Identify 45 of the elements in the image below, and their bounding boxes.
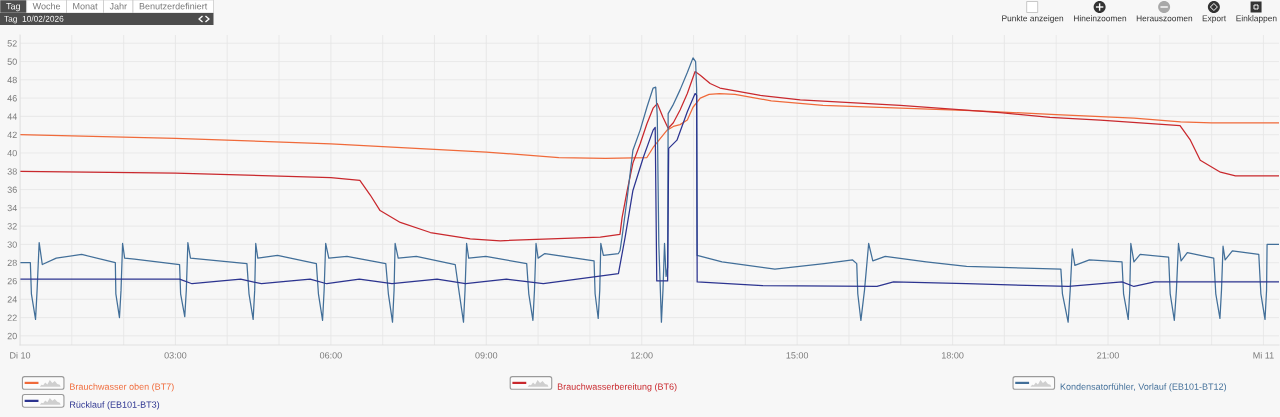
y-tick-label: 52 (7, 40, 17, 47)
text: Benutzerdefiniert (139, 2, 208, 10)
text: Kondensatorfühler, Vorlauf (EB101-BT12) (1060, 383, 1227, 392)
y-tick-label: 34 (7, 204, 17, 212)
text: Punkte anzeigen (1002, 15, 1064, 23)
text: Jahr (109, 2, 127, 10)
x-tick-label: 06:00 (319, 352, 342, 359)
text: Brauchwasserbereitung (BT6) (557, 383, 677, 392)
y-tick-label: 20 (7, 332, 17, 340)
text: Rücklauf (EB101-BT3) (70, 401, 160, 410)
y-tick-label: 46 (7, 95, 17, 102)
y-tick-label: 40 (7, 149, 17, 157)
y-tick-label: 48 (7, 76, 17, 84)
y-tick-label: 42 (7, 131, 17, 138)
line-series (20, 92, 1279, 160)
y-tick-label: 22 (7, 314, 17, 321)
text: Monat (73, 3, 98, 10)
text: Einklappen (1236, 15, 1277, 23)
line-series (20, 57, 1279, 323)
x-tick-label: 03:00 (164, 352, 187, 359)
x-tick-label: 21:00 (1097, 352, 1119, 359)
y-tick-label: 30 (7, 241, 17, 248)
text: Export (1202, 15, 1227, 23)
y-tick-label: 26 (7, 277, 17, 285)
text: Brauchwasser oben (BT7) (70, 383, 174, 392)
y-tick-label: 32 (7, 223, 17, 230)
y-tick-label: 36 (7, 186, 17, 193)
y-tick-label: 28 (7, 259, 17, 267)
y-tick-label: 44 (7, 113, 17, 120)
x-tick-label: Mi 11 (1253, 351, 1274, 359)
text: Woche (32, 2, 61, 10)
line-series (20, 70, 1279, 242)
x-tick-label: 18:00 (941, 352, 964, 359)
x-tick-label: 15:00 (786, 352, 809, 359)
y-tick-label: 38 (7, 168, 17, 175)
x-tick-label: 12:00 (631, 352, 653, 359)
x-tick-label: 09:00 (475, 352, 498, 359)
text: Tag 10/02/2026 (4, 15, 64, 24)
line-series (20, 92, 1279, 288)
y-tick-label: 50 (7, 58, 17, 65)
x-tick-label: Di 10 (10, 351, 31, 359)
text: Herauszoomen (1136, 15, 1193, 22)
text: Hineinzoomen (1074, 15, 1127, 22)
text: Tag (6, 3, 20, 12)
y-tick-label: 24 (7, 296, 17, 303)
